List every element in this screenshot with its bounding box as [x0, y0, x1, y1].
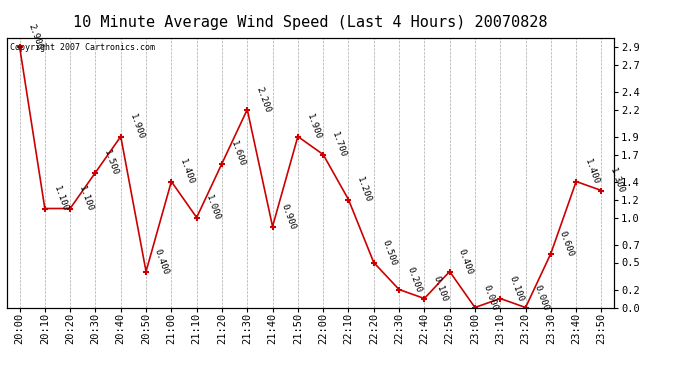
Text: 1.000: 1.000 — [204, 194, 221, 222]
Text: 0.900: 0.900 — [279, 203, 297, 231]
Text: 0.000: 0.000 — [482, 284, 500, 312]
Text: 0.400: 0.400 — [153, 248, 170, 276]
Text: 2.200: 2.200 — [254, 86, 272, 114]
Text: 1.100: 1.100 — [77, 185, 95, 213]
Text: 1.700: 1.700 — [330, 131, 348, 159]
Text: 1.300: 1.300 — [609, 167, 626, 195]
Text: 1.400: 1.400 — [583, 158, 601, 186]
Text: 1.900: 1.900 — [305, 113, 322, 141]
Text: 0.100: 0.100 — [431, 275, 449, 303]
Text: 0.100: 0.100 — [507, 275, 525, 303]
Text: Copyright 2007 Cartronics.com: Copyright 2007 Cartronics.com — [10, 43, 155, 52]
Text: 1.100: 1.100 — [52, 185, 70, 213]
Text: 1.900: 1.900 — [128, 113, 146, 141]
Text: 1.400: 1.400 — [178, 158, 196, 186]
Text: 0.200: 0.200 — [406, 266, 424, 294]
Text: 0.600: 0.600 — [558, 230, 575, 258]
Text: 1.500: 1.500 — [102, 149, 120, 177]
Text: 2.900: 2.900 — [26, 23, 44, 51]
Text: 1.600: 1.600 — [229, 140, 246, 168]
Text: 0.400: 0.400 — [457, 248, 474, 276]
Text: 10 Minute Average Wind Speed (Last 4 Hours) 20070828: 10 Minute Average Wind Speed (Last 4 Hou… — [73, 15, 548, 30]
Text: 1.200: 1.200 — [355, 176, 373, 204]
Text: 0.000: 0.000 — [533, 284, 550, 312]
Text: 0.500: 0.500 — [381, 239, 398, 267]
